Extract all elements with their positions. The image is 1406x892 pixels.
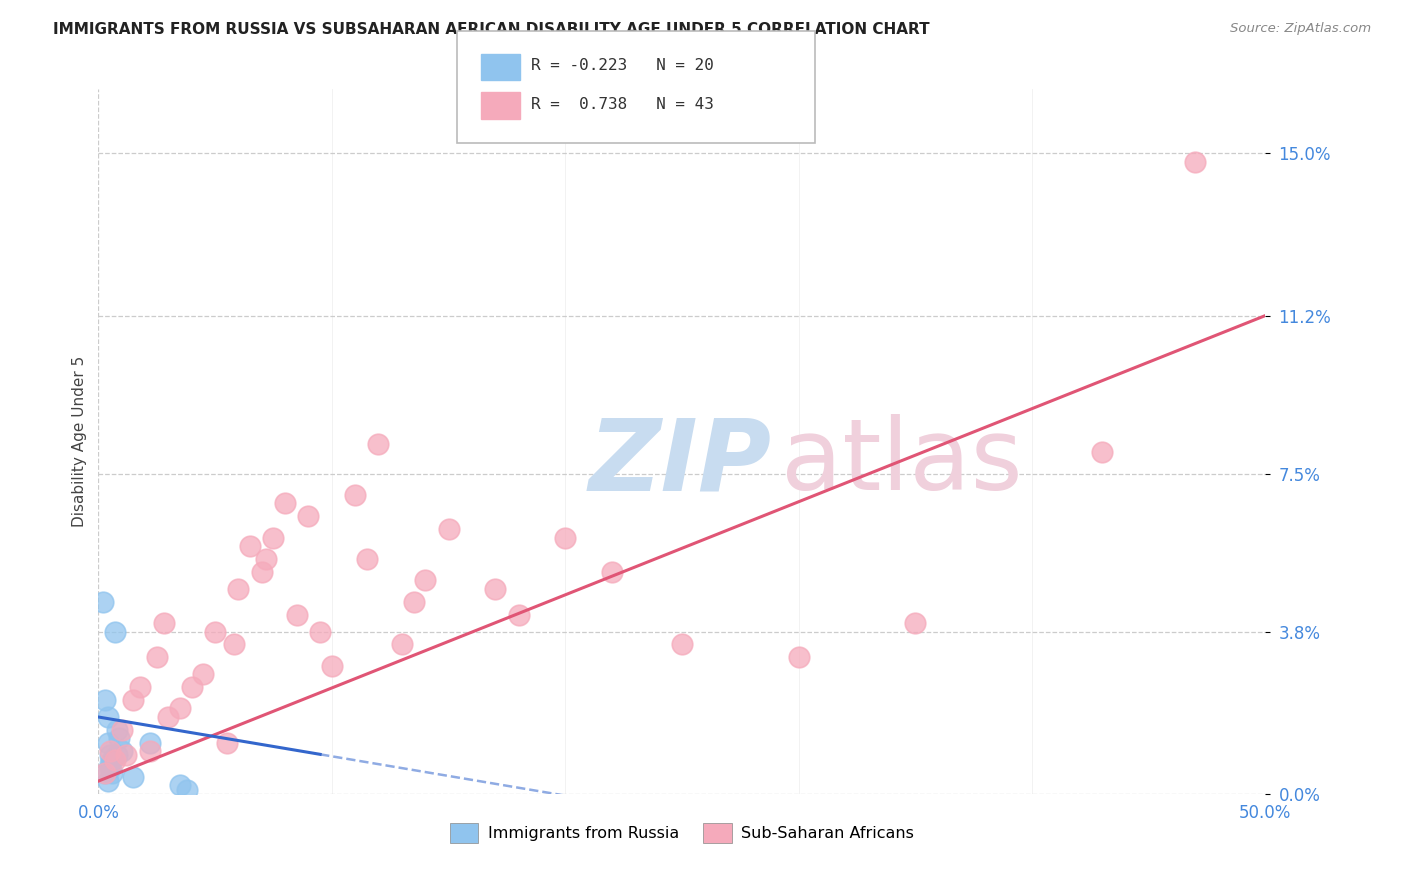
Point bbox=[309, 624, 332, 639]
Y-axis label: Disability Age Under 5: Disability Age Under 5 bbox=[72, 356, 87, 527]
Point bbox=[413, 574, 436, 588]
Point bbox=[169, 701, 191, 715]
Point bbox=[1091, 445, 1114, 459]
Point bbox=[111, 723, 134, 737]
Point bbox=[508, 607, 530, 622]
Point bbox=[152, 615, 174, 630]
Point bbox=[297, 509, 319, 524]
Point bbox=[484, 582, 506, 596]
Point bbox=[104, 753, 127, 767]
Point bbox=[108, 731, 131, 746]
Point bbox=[139, 736, 162, 750]
Point bbox=[391, 637, 413, 651]
Point bbox=[146, 650, 169, 665]
Point bbox=[554, 531, 576, 545]
Point bbox=[367, 436, 389, 450]
Point bbox=[1184, 154, 1206, 169]
Point bbox=[91, 595, 114, 609]
Point bbox=[250, 565, 273, 579]
Point bbox=[122, 693, 145, 707]
Text: Source: ZipAtlas.com: Source: ZipAtlas.com bbox=[1230, 22, 1371, 36]
Point bbox=[256, 552, 278, 566]
Point bbox=[111, 744, 134, 758]
Point bbox=[101, 765, 124, 780]
Point bbox=[122, 770, 145, 784]
Point bbox=[215, 736, 238, 750]
Point bbox=[94, 693, 117, 707]
Point bbox=[139, 744, 162, 758]
Text: ZIP: ZIP bbox=[589, 414, 772, 511]
Point bbox=[239, 539, 262, 553]
Point bbox=[600, 565, 623, 579]
Legend: Immigrants from Russia, Sub-Saharan Africans: Immigrants from Russia, Sub-Saharan Afri… bbox=[443, 817, 921, 849]
Point bbox=[169, 778, 191, 792]
Point bbox=[105, 748, 128, 763]
Point bbox=[285, 607, 308, 622]
Point bbox=[321, 658, 343, 673]
Point bbox=[671, 637, 693, 651]
Point bbox=[97, 710, 120, 724]
Point bbox=[98, 761, 121, 775]
Point bbox=[98, 748, 121, 763]
Point bbox=[193, 667, 215, 681]
Text: IMMIGRANTS FROM RUSSIA VS SUBSAHARAN AFRICAN DISABILITY AGE UNDER 5 CORRELATION : IMMIGRANTS FROM RUSSIA VS SUBSAHARAN AFR… bbox=[53, 22, 929, 37]
Point bbox=[904, 615, 927, 630]
Point bbox=[98, 756, 121, 771]
Point bbox=[98, 744, 121, 758]
Text: R =  0.738   N = 43: R = 0.738 N = 43 bbox=[531, 97, 714, 112]
Text: R = -0.223   N = 20: R = -0.223 N = 20 bbox=[531, 58, 714, 72]
Point bbox=[787, 650, 810, 665]
Point bbox=[94, 765, 117, 780]
Point bbox=[204, 624, 226, 639]
Point bbox=[344, 488, 367, 502]
Point bbox=[176, 782, 198, 797]
Point bbox=[105, 723, 128, 737]
Point bbox=[274, 496, 297, 510]
Point bbox=[104, 624, 127, 639]
Point bbox=[180, 680, 202, 694]
Point bbox=[97, 774, 120, 789]
Point bbox=[94, 765, 117, 780]
Point bbox=[129, 680, 152, 694]
Point bbox=[157, 710, 180, 724]
Point bbox=[115, 748, 138, 763]
Point bbox=[262, 531, 284, 545]
Point bbox=[97, 736, 120, 750]
Point bbox=[402, 595, 425, 609]
Point bbox=[228, 582, 250, 596]
Point bbox=[101, 753, 124, 767]
Point bbox=[356, 552, 378, 566]
Point bbox=[222, 637, 245, 651]
Text: atlas: atlas bbox=[782, 414, 1022, 511]
Point bbox=[437, 522, 460, 536]
